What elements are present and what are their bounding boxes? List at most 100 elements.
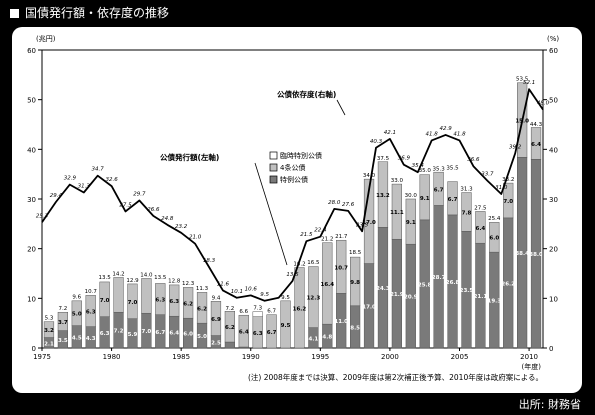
line-value-label: 11.6 <box>217 281 230 287</box>
bar-total-label: 13.5 <box>99 275 112 281</box>
line-value-label: 31.3 <box>78 184 91 190</box>
bar-segment <box>419 174 430 221</box>
bar-segment <box>530 127 542 160</box>
bar-value-label: 13.2 <box>376 193 390 199</box>
bar-value-label: 7.0 <box>503 199 513 205</box>
line-value-label: 21.0 <box>189 235 202 241</box>
bar-segment <box>196 292 208 324</box>
bar-total-label: 12.3 <box>182 281 195 287</box>
line-value-label: 22.4 <box>314 228 327 234</box>
dependency-line <box>41 88 544 302</box>
bar-value-label: 21.1 <box>474 294 488 300</box>
bar-segment <box>210 301 222 336</box>
bar-value-label: 3.5 <box>58 338 68 344</box>
line-value-label: 26.6 <box>147 207 160 213</box>
line-value-label: 10.1 <box>231 289 243 295</box>
y-right-unit: (%) <box>547 35 559 43</box>
bar-segment <box>350 256 361 307</box>
bar-total-label: 33.0 <box>391 178 404 184</box>
line-value-label: 23.2 <box>175 224 188 230</box>
bar-value-label: 4.3 <box>86 336 96 342</box>
y-left-tick-label: 20 <box>27 246 36 254</box>
bar-total-label: 5.3 <box>45 316 54 322</box>
bar-value-label: 7.8 <box>462 210 472 216</box>
bar-segment <box>71 300 82 326</box>
y-left-tick-label: 10 <box>27 295 36 303</box>
bar-value-label: 6.3 <box>169 299 179 305</box>
bar-value-label: 12.3 <box>307 296 321 302</box>
y-left-tick-label: 40 <box>27 146 36 154</box>
bar-total-label: 37.5 <box>377 156 390 162</box>
line-value-label: 27.6 <box>342 202 355 208</box>
bar-value-label: 9.5 <box>281 323 291 329</box>
bar-value-label: 6.3 <box>253 331 263 337</box>
bar-segment <box>489 222 500 253</box>
line-value-label: 36.6 <box>467 157 480 163</box>
bar-segment <box>433 171 444 206</box>
bar-segment <box>85 295 96 327</box>
x-tick-label: 1975 <box>33 353 51 361</box>
bar-total-label: 14.0 <box>140 272 153 278</box>
bar-value-label: 6.4 <box>476 226 486 232</box>
bar-total-label: 25.4 <box>488 216 501 222</box>
bar-value-label: 25.8 <box>418 282 432 288</box>
x-unit: (年度) <box>522 362 542 371</box>
bar-value-label: 38.0 <box>529 252 543 258</box>
x-tick-label: 1985 <box>172 353 190 361</box>
bar-value-label: 6.2 <box>197 306 207 312</box>
bar-total-label: 53.5 <box>516 76 529 82</box>
bar-total-label: 7.3 <box>253 306 262 312</box>
line-value-label: 48.0 <box>537 101 550 107</box>
chart-panel: 0 0 10 10 20 20 30 30 40 40 50 50 60 60 (兆円) (%) 1975 198… <box>12 27 582 393</box>
bar-total-label: 31.3 <box>460 187 473 193</box>
bar-value-label: 6.2 <box>225 325 235 331</box>
bar-value-label: 26.2 <box>501 281 515 287</box>
bar-value-label: 38.4 <box>515 251 529 257</box>
bar-value-label: 23.5 <box>460 288 474 294</box>
line-value-label: 27.5 <box>119 202 132 208</box>
bar-total-label: 35.0 <box>419 168 432 174</box>
bar-value-label: 9.8 <box>350 280 360 286</box>
line-value-label: 35.4 <box>412 163 425 169</box>
bar-value-label: 28.7 <box>432 275 446 281</box>
y-left-tick-label: 0 <box>32 345 36 353</box>
bar-total-label: 34.0 <box>363 173 376 179</box>
y-left-tick-label: 60 <box>27 47 36 55</box>
bar-total-label: 11.3 <box>196 286 209 292</box>
bar-value-label: 19.3 <box>488 299 502 305</box>
x-tick-label: 1980 <box>103 353 121 361</box>
line-value-label: 31.0 <box>495 185 508 191</box>
line-value-label: 34.7 <box>92 167 105 173</box>
bar-value-label: 6.3 <box>100 331 110 337</box>
bar-segment <box>155 283 166 315</box>
line-value-label: 25.3 <box>36 213 49 219</box>
x-tick-label: 2000 <box>381 353 399 361</box>
bar-total-label: 10.7 <box>85 289 98 295</box>
bar-segment <box>336 239 347 294</box>
bar-annotation-leader <box>254 162 288 266</box>
bar-segment <box>224 341 235 349</box>
line-value-label: 18.3 <box>203 258 216 264</box>
bar-value-label: 7.0 <box>142 329 152 335</box>
bar-segment <box>99 281 110 317</box>
bar-value-label: 4.5 <box>72 335 82 341</box>
bar-value-label: 17.0 <box>362 220 376 226</box>
bar-value-label: 4.8 <box>322 335 332 341</box>
bar-segment <box>266 314 277 349</box>
legend-label: 特例公債 <box>280 175 308 184</box>
bar-segment <box>169 284 180 317</box>
bar-total-label: 13.5 <box>154 275 167 281</box>
bar-value-label: 2.5 <box>211 340 221 346</box>
line-value-label: 40.3 <box>370 139 383 145</box>
bar-value-label: 6.3 <box>86 309 96 315</box>
bar-value-label: 6.4 <box>169 331 179 337</box>
line-value-label: 52.1 <box>523 80 535 86</box>
y-right-tick-label: 30 <box>549 196 558 204</box>
bar-total-label: 16.5 <box>307 260 320 266</box>
bar-value-label: 6.0 <box>489 236 499 242</box>
title-bar: 国債発行額・依存度の推移 <box>10 5 169 21</box>
bar-total-label: 7.2 <box>59 306 68 312</box>
bar-value-label: 7.0 <box>128 300 138 306</box>
bar-value-label: 3.7 <box>58 320 68 326</box>
